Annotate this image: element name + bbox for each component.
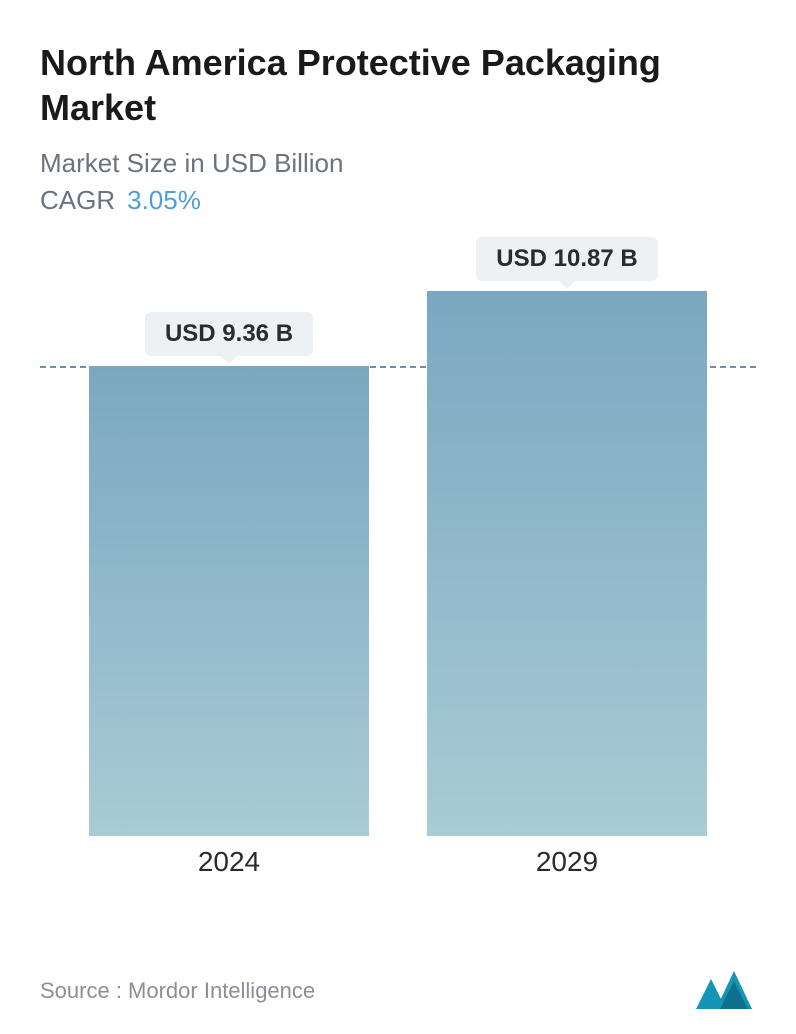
x-axis-labels: 2024 2029 [40,846,756,896]
cagr-label: CAGR [40,185,115,216]
bars-container: USD 9.36 B USD 10.87 B [40,256,756,836]
bar-column-0: USD 9.36 B [80,256,378,836]
x-label-0: 2024 [80,846,378,896]
bar-0 [89,366,369,836]
chart-title: North America Protective Packaging Marke… [40,40,756,130]
cagr-value: 3.05% [127,185,201,216]
value-badge-0: USD 9.36 B [145,312,313,356]
mordor-logo-icon [696,969,756,1009]
value-badge-1: USD 10.87 B [476,237,657,281]
bar-column-1: USD 10.87 B [418,256,716,836]
chart-area: USD 9.36 B USD 10.87 B 2024 2029 [40,236,756,896]
bar-1 [427,291,707,836]
x-label-1: 2029 [418,846,716,896]
chart-subtitle: Market Size in USD Billion [40,148,756,179]
source-text: Source : Mordor Intelligence [40,978,315,1004]
cagr-row: CAGR 3.05% [40,185,756,216]
